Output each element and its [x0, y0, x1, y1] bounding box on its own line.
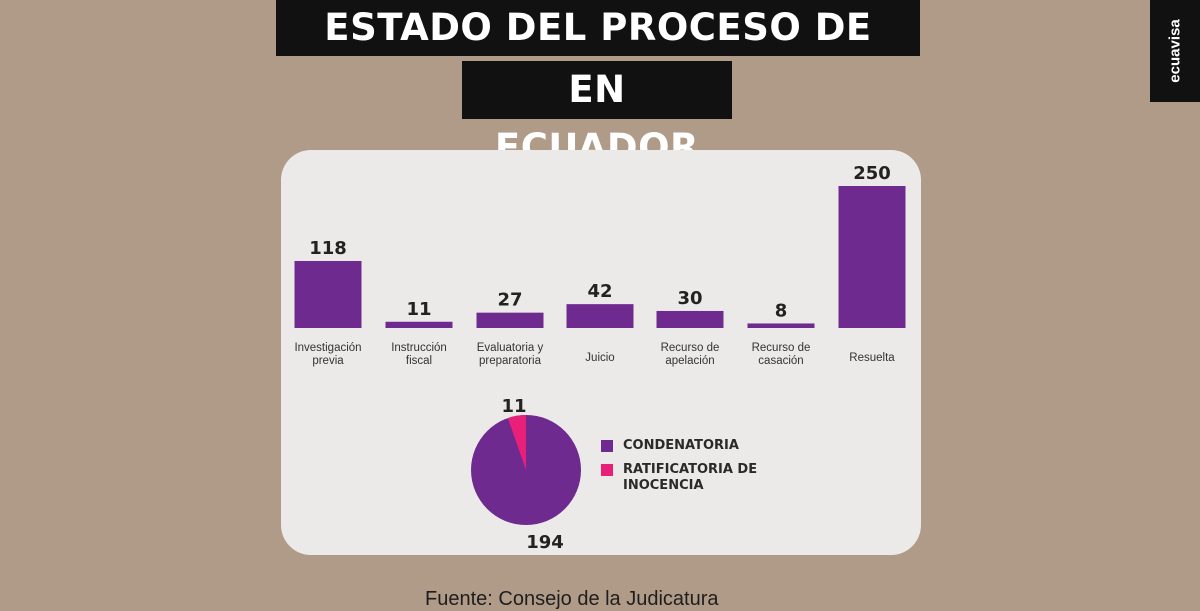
bar-2: [476, 312, 544, 328]
bar-category-label: Juicio: [585, 352, 614, 364]
chart-card: 118 Investigación previa 11 Instrucción fisca…: [281, 150, 921, 555]
bar-category-label: fiscal: [406, 355, 432, 367]
page-title: ESTADO DEL PROCESO DE FEMICIDIOS: [276, 0, 920, 105]
bar-category-label: casación: [758, 355, 803, 367]
bar-5: [747, 323, 815, 328]
legend-swatch-condenatoria: [601, 440, 613, 452]
bar-category-label: Instrucción: [391, 342, 447, 354]
bar-category-label: Investigación: [294, 342, 361, 354]
pie-slice-ratificatoria: [507, 415, 526, 470]
pie-legend: CONDENATORIA RATIFICATORIA DE INOCENCIA: [601, 438, 783, 502]
bar-1: [385, 321, 453, 328]
bar-4: [656, 310, 724, 328]
bar-category-label: Recurso de: [752, 342, 811, 354]
bar-value-label: 27: [497, 290, 522, 311]
bar-category-label: apelación: [665, 355, 714, 367]
bar-category-label: preparatoria: [479, 355, 542, 367]
bar-category-label: Evaluatoria y: [477, 342, 544, 354]
bar-category-label: Recurso de: [661, 342, 720, 354]
bar-value-label: 250: [853, 163, 891, 184]
bar-6: [838, 186, 906, 328]
legend-swatch-ratificatoria: [601, 464, 613, 476]
bar-value-label: 8: [775, 300, 788, 321]
legend-item-condenatoria: CONDENATORIA: [601, 438, 783, 454]
chart-svg: 118Investigaciónprevia11Instrucciónfisca…: [294, 163, 906, 553]
bar-value-label: 118: [309, 238, 347, 259]
pie-value-label: 11: [501, 396, 526, 417]
bar-value-label: 30: [677, 288, 702, 309]
bar-category-label: previa: [312, 355, 344, 367]
legend-label: CONDENATORIA: [623, 438, 739, 453]
pie-value-label: 194: [526, 532, 564, 553]
bar-value-label: 42: [587, 281, 612, 302]
legend-label: RATIFICATORIA DE INOCENCIA: [623, 462, 758, 493]
bar-3: [566, 304, 634, 328]
bar-category-label: Resuelta: [849, 352, 895, 364]
brand-tag: ecuavisa: [1150, 0, 1200, 102]
bar-value-label: 11: [406, 299, 431, 320]
bar-0: [294, 260, 362, 328]
page-title-line2: EN ECUADOR: [462, 61, 732, 169]
legend-item-ratificatoria: RATIFICATORIA DE INOCENCIA: [601, 462, 783, 494]
brand-logo-text: ecuavisa: [1166, 19, 1184, 83]
